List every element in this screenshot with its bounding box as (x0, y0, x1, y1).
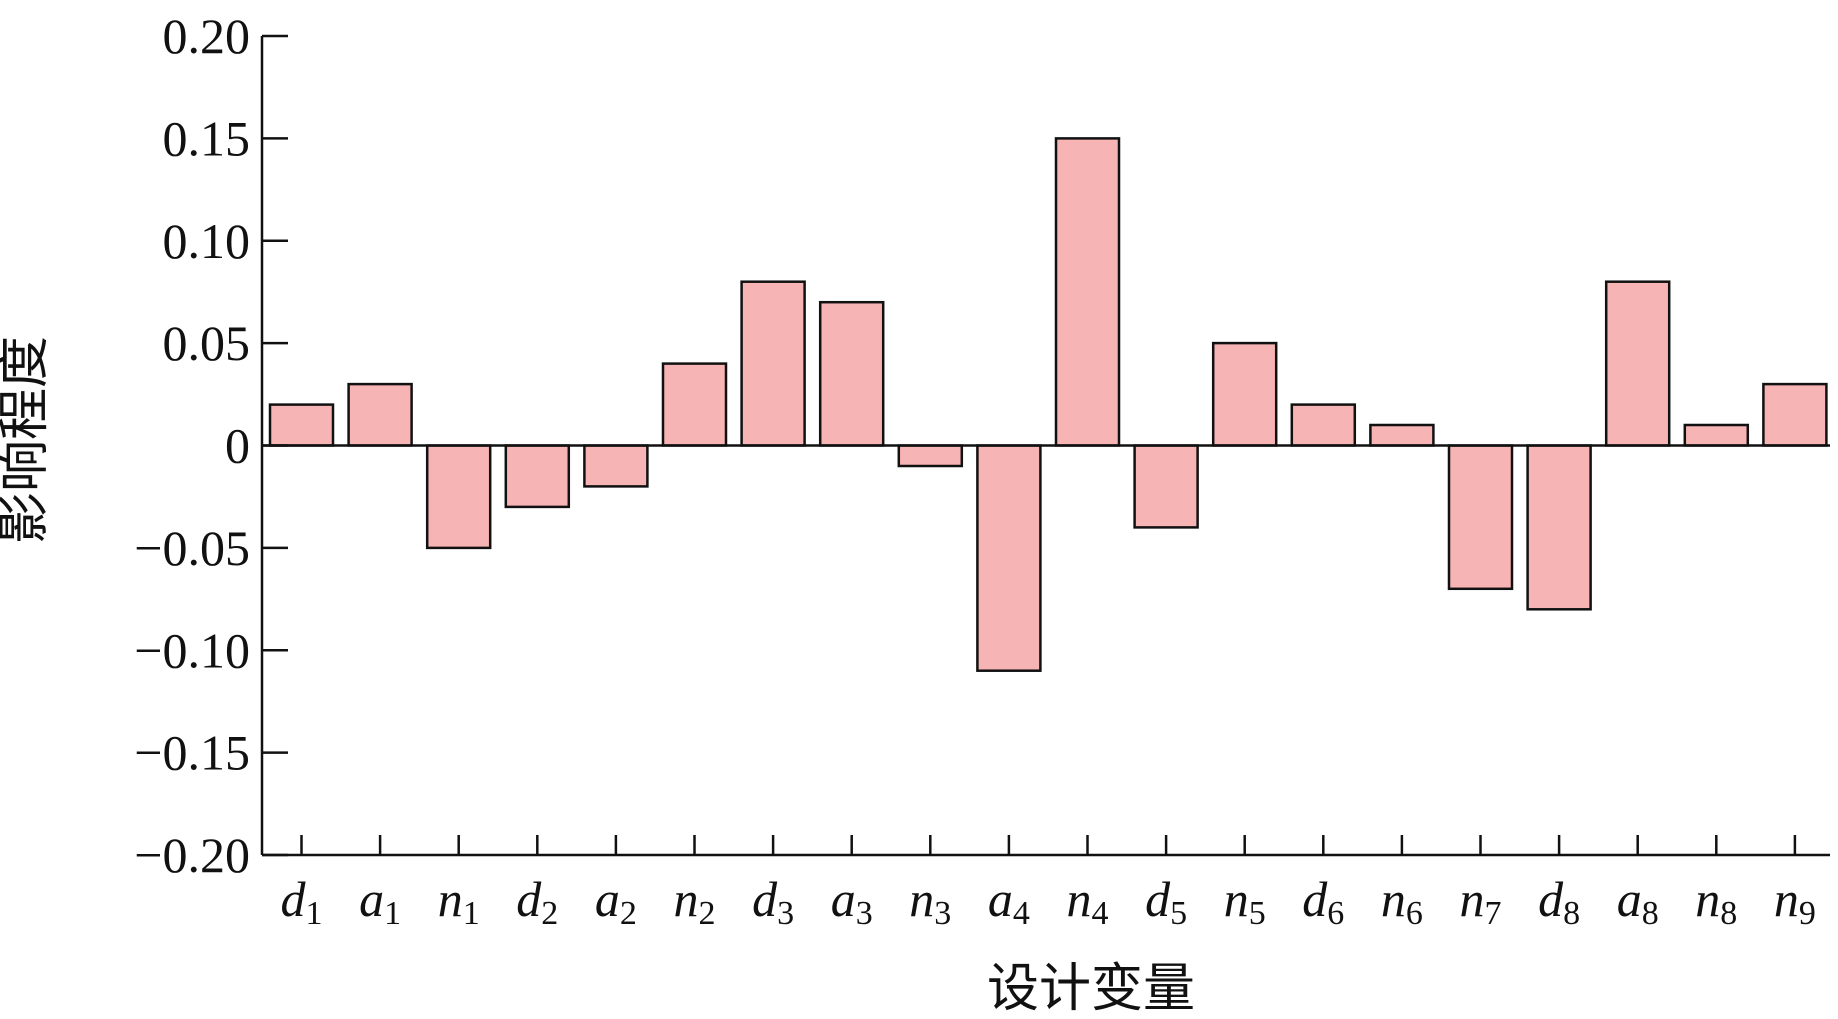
y-tick-label: −0.10 (134, 622, 250, 678)
y-tick-label: −0.20 (134, 827, 250, 883)
y-tick-label: 0.20 (163, 8, 251, 64)
y-axis-title: 影响程度 (0, 336, 55, 544)
x-tick-label: n7 (1460, 871, 1502, 932)
x-tick-label: a2 (595, 871, 637, 932)
bar-n8 (1683, 423, 1750, 447)
y-tick-label: 0.15 (163, 110, 251, 166)
x-tick-label: n1 (438, 871, 480, 932)
bar-a1 (347, 382, 413, 447)
x-axis-title: 设计变量 (987, 959, 1195, 1019)
bar-n6 (1369, 423, 1435, 447)
bar-n3 (897, 444, 964, 468)
bar-d5 (1133, 444, 1199, 529)
y-tick-label: 0.10 (163, 213, 251, 269)
y-tick-label: 0 (225, 418, 250, 474)
x-tick-label: n8 (1695, 871, 1737, 932)
y-tick-label: −0.15 (134, 725, 250, 781)
x-tick-label: d1 (281, 871, 323, 932)
labels-layer: 0.20 0.15 0.10 0.05 0 −0.05 −0.10 −0.15 −0.20 d1 a… (134, 8, 1816, 932)
x-tick-label: n9 (1774, 871, 1816, 932)
bar-a3 (818, 300, 885, 447)
x-tick-label: n3 (909, 871, 951, 932)
bar-a8 (1604, 280, 1671, 447)
x-tick-label: n5 (1224, 871, 1266, 932)
y-tick-label: −0.05 (134, 520, 250, 576)
bar-a2 (583, 444, 649, 488)
x-tick-label: a1 (359, 871, 401, 932)
bar-d2 (504, 444, 571, 509)
x-tick-label: d6 (1302, 871, 1344, 932)
y-tick-label: 0.05 (163, 315, 251, 371)
bar-d3 (740, 280, 806, 447)
bar-n5 (1211, 341, 1278, 447)
x-tick-label: n2 (674, 871, 716, 932)
x-tick-label: a3 (831, 871, 873, 932)
bar-d6 (1290, 403, 1357, 447)
bar-n9 (1762, 382, 1828, 447)
x-tick-label: d5 (1145, 871, 1187, 932)
bars-layer (268, 137, 1828, 672)
bar-d1 (268, 403, 335, 447)
bar-a4 (976, 444, 1042, 672)
x-tick-label: a4 (988, 871, 1030, 932)
x-tick-label: d8 (1538, 871, 1580, 932)
x-tick-label: a8 (1617, 871, 1659, 932)
x-tick-label: n6 (1381, 871, 1423, 932)
bar-n1 (425, 444, 492, 550)
x-tick-label: d3 (752, 871, 794, 932)
bar-n2 (661, 362, 728, 447)
bar-n4 (1054, 137, 1121, 447)
bar-d8 (1526, 444, 1592, 611)
x-tick-label: n4 (1067, 871, 1109, 932)
x-tick-label: d2 (516, 871, 558, 932)
bar-n7 (1447, 444, 1514, 591)
axes-layer (260, 34, 1830, 857)
